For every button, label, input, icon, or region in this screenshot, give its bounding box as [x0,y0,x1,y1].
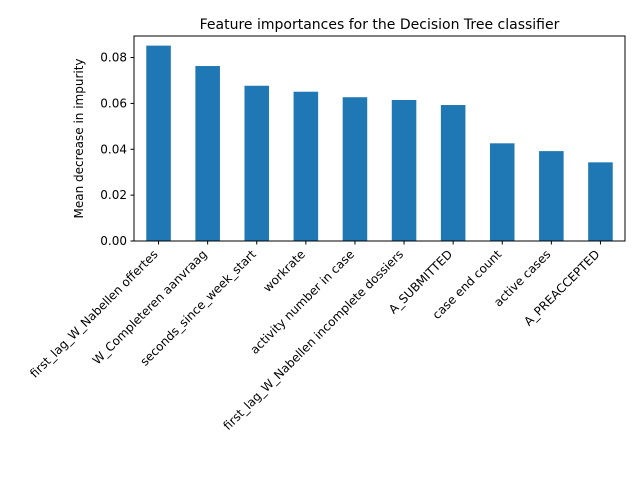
bar-10 [588,162,613,241]
y-tick-label: 0.06 [100,96,127,110]
x-tick-label: workrate [260,247,308,295]
bar-1 [146,45,171,241]
y-axis: 0.00 0.02 0.04 0.06 0.08 [100,51,134,248]
y-tick-label: 0.02 [100,188,127,202]
bar-7 [440,105,466,241]
x-axis: first_lag_W_Nabellen offertesW_Completer… [27,241,603,433]
bar-9 [539,151,564,241]
plot-frame [133,35,626,242]
bar-4 [293,91,319,242]
bars-group [146,45,613,242]
x-tick-label: first_lag_W_Nabellen incomplete dossiers [220,247,406,433]
y-tick-label: 0.00 [100,234,127,248]
y-tick-label: 0.08 [100,51,127,65]
chart-title: Feature importances for the Decision Tre… [200,17,560,33]
y-tick-label: 0.04 [100,142,127,156]
bar-3 [244,85,270,241]
bar-6 [391,99,417,242]
bar-8 [489,143,515,241]
bar-2 [195,66,220,241]
y-axis-label: Mean decrease in impurity [72,58,86,218]
bar-5 [342,97,368,242]
